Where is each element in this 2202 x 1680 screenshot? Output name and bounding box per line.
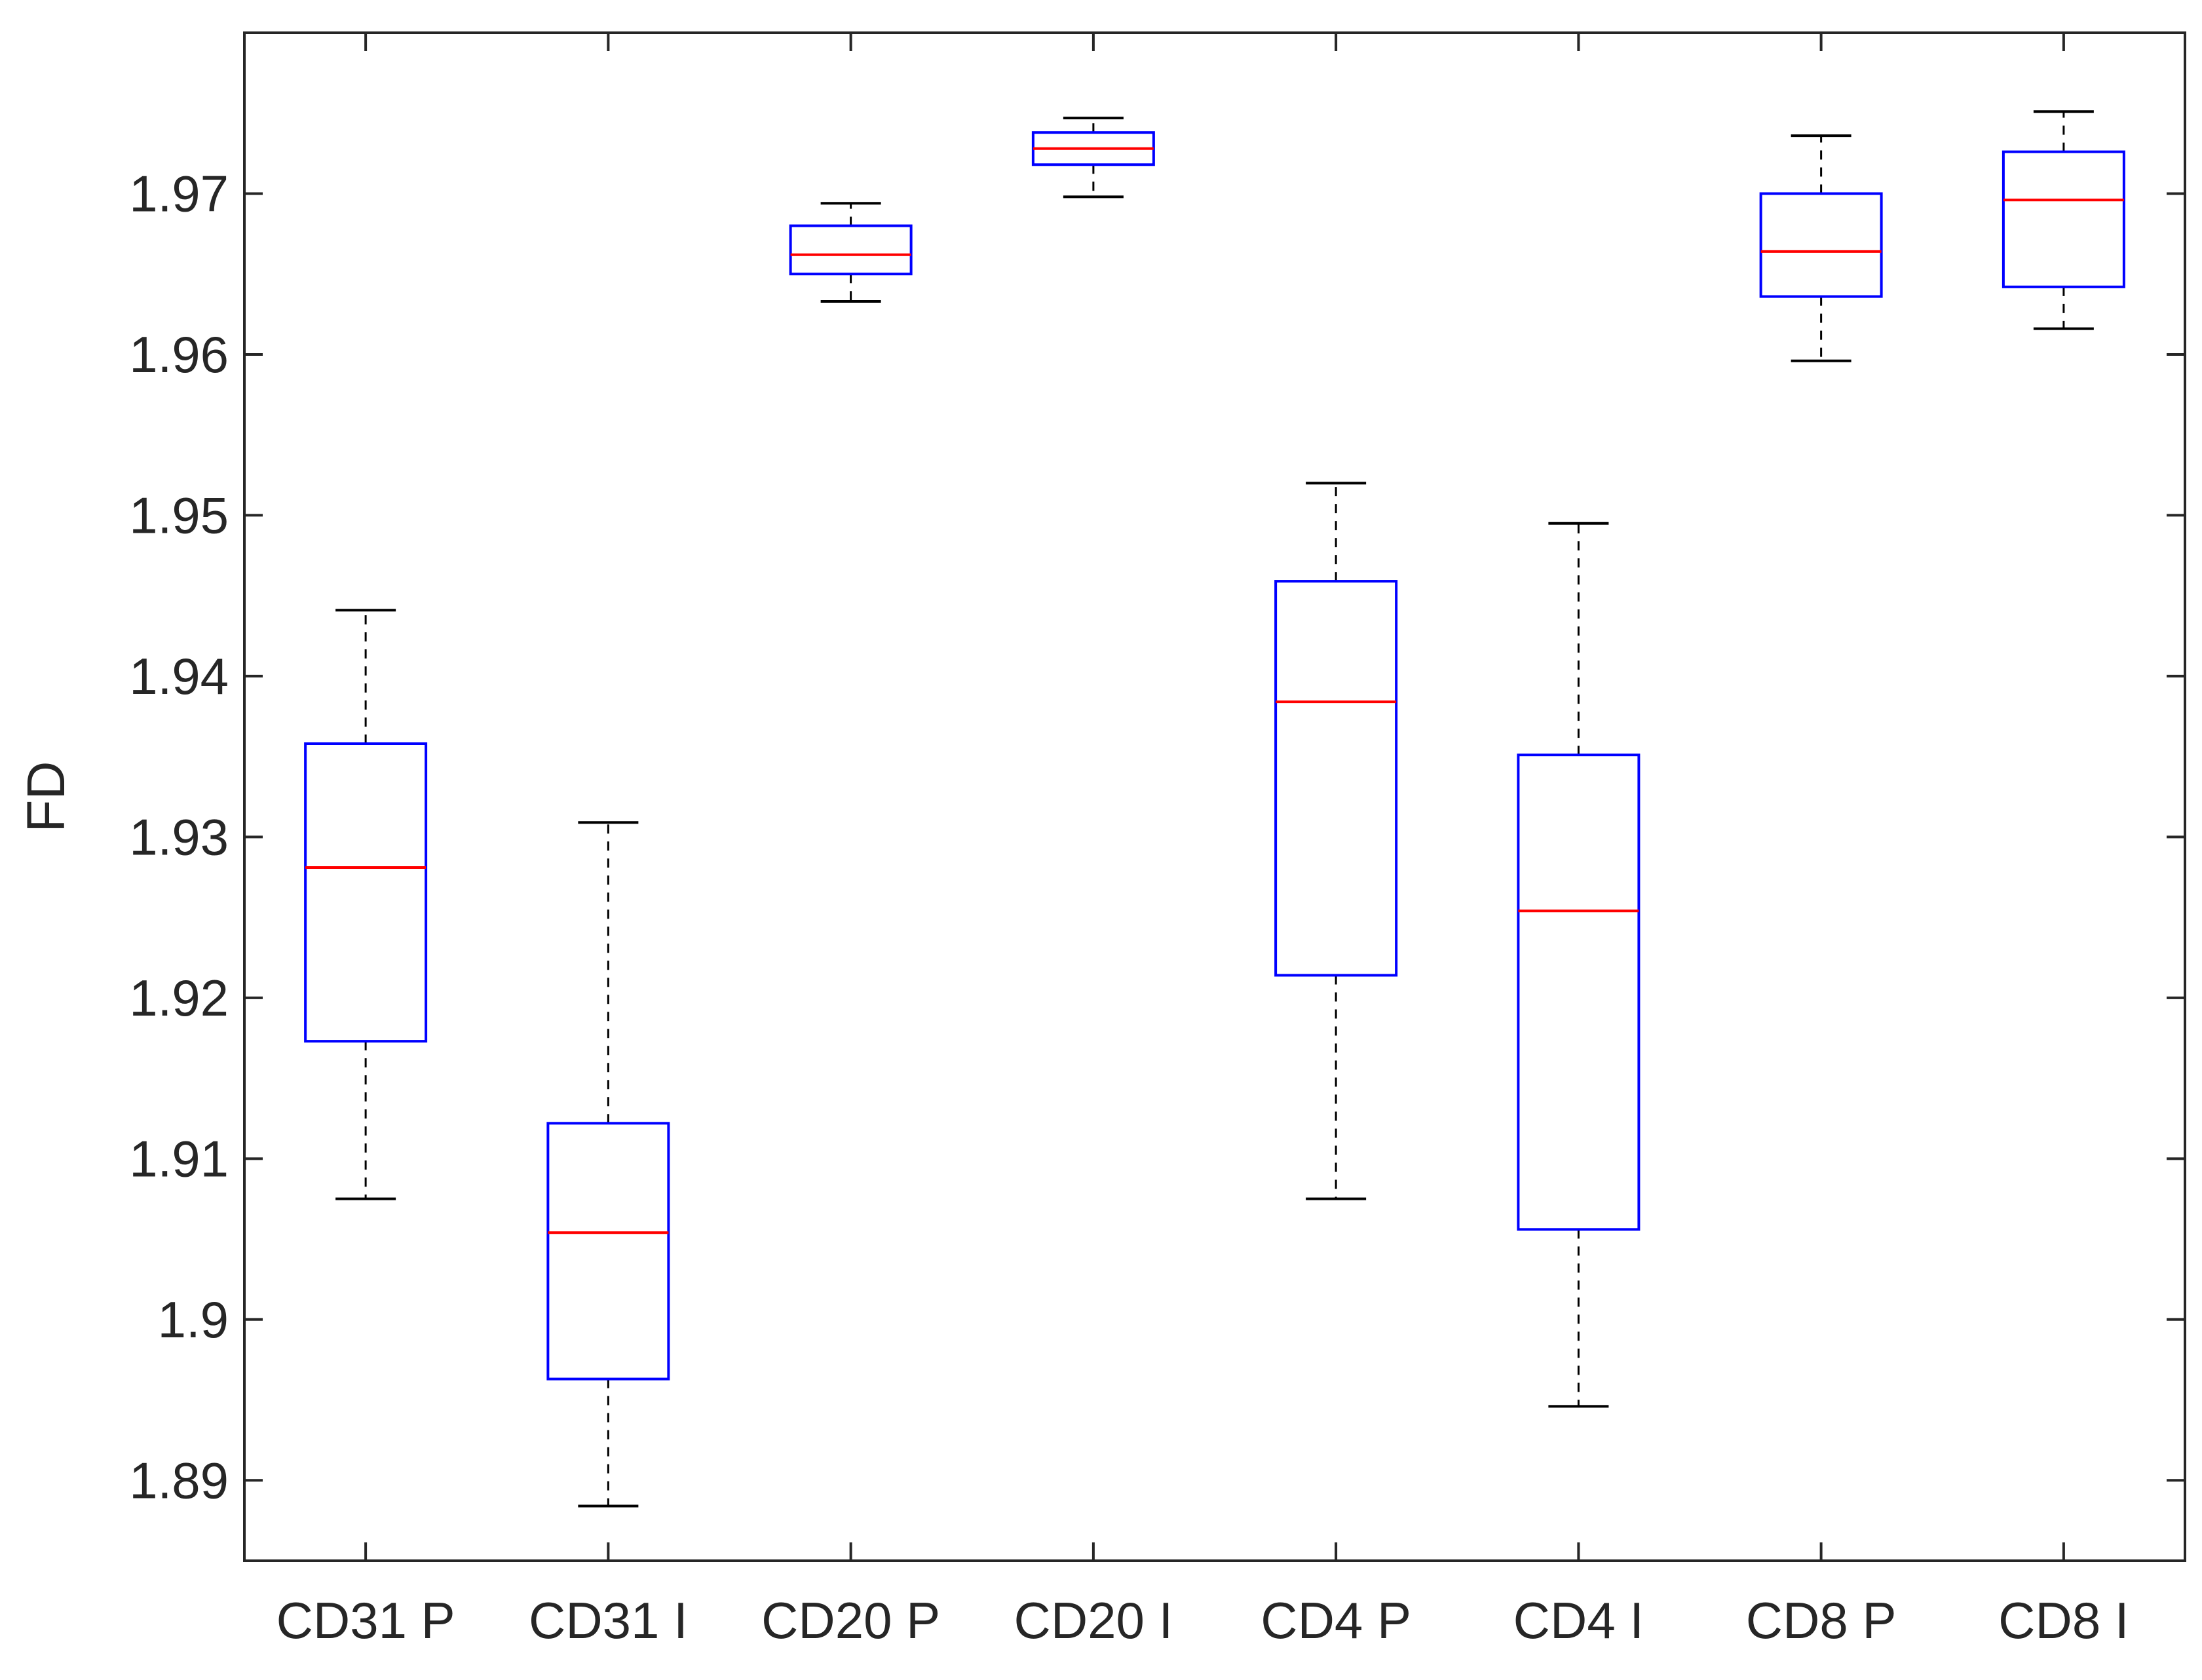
box-group-2 — [789, 202, 913, 303]
boxes-layer — [304, 110, 2125, 1508]
y-axis-label: FD — [16, 761, 76, 832]
plot-frame — [243, 31, 2186, 1562]
y-tick-label-0: 1.89 — [129, 1451, 229, 1509]
y-tick-label-8: 1.97 — [129, 164, 229, 222]
box-group-6 — [1759, 134, 1883, 362]
box-group-1 — [546, 821, 670, 1508]
y-tick-label-2: 1.91 — [129, 1130, 229, 1187]
ticks-layer: 1.89 1.9 1.91 1.92 1.93 1.94 1.95 1.96 1.97 CD31 … — [129, 33, 2185, 1649]
iqr-box-7 — [2002, 150, 2125, 288]
iqr-box-1 — [546, 1122, 670, 1381]
y-tick-label-3: 1.92 — [129, 969, 229, 1027]
box-group-5 — [1517, 522, 1641, 1408]
box-group-0 — [304, 609, 428, 1200]
y-tick-label-6: 1.95 — [129, 486, 229, 544]
x-tick-label-5: CD4 I — [1513, 1592, 1644, 1649]
box-group-3 — [1031, 117, 1155, 199]
iqr-box-5 — [1517, 754, 1641, 1231]
x-tick-label-6: CD8 P — [1746, 1592, 1897, 1649]
y-tick-label-4: 1.93 — [129, 808, 229, 866]
y-tick-label-1: 1.9 — [158, 1291, 229, 1348]
x-tick-label-4: CD4 P — [1261, 1592, 1411, 1649]
box-group-7 — [2002, 110, 2125, 330]
x-tick-label-0: CD31 P — [276, 1592, 455, 1649]
iqr-box-6 — [1759, 192, 1883, 298]
x-tick-label-7: CD8 I — [1998, 1592, 2129, 1649]
iqr-box-0 — [304, 742, 428, 1043]
iqr-box-4 — [1274, 580, 1398, 977]
x-tick-label-3: CD20 I — [1014, 1592, 1173, 1649]
y-tick-label-7: 1.96 — [129, 326, 229, 383]
x-tick-label-1: CD31 I — [529, 1592, 688, 1649]
y-tick-label-5: 1.94 — [129, 647, 229, 705]
iqr-box-2 — [789, 224, 913, 276]
x-tick-label-2: CD20 P — [761, 1592, 940, 1649]
box-group-4 — [1274, 482, 1398, 1200]
